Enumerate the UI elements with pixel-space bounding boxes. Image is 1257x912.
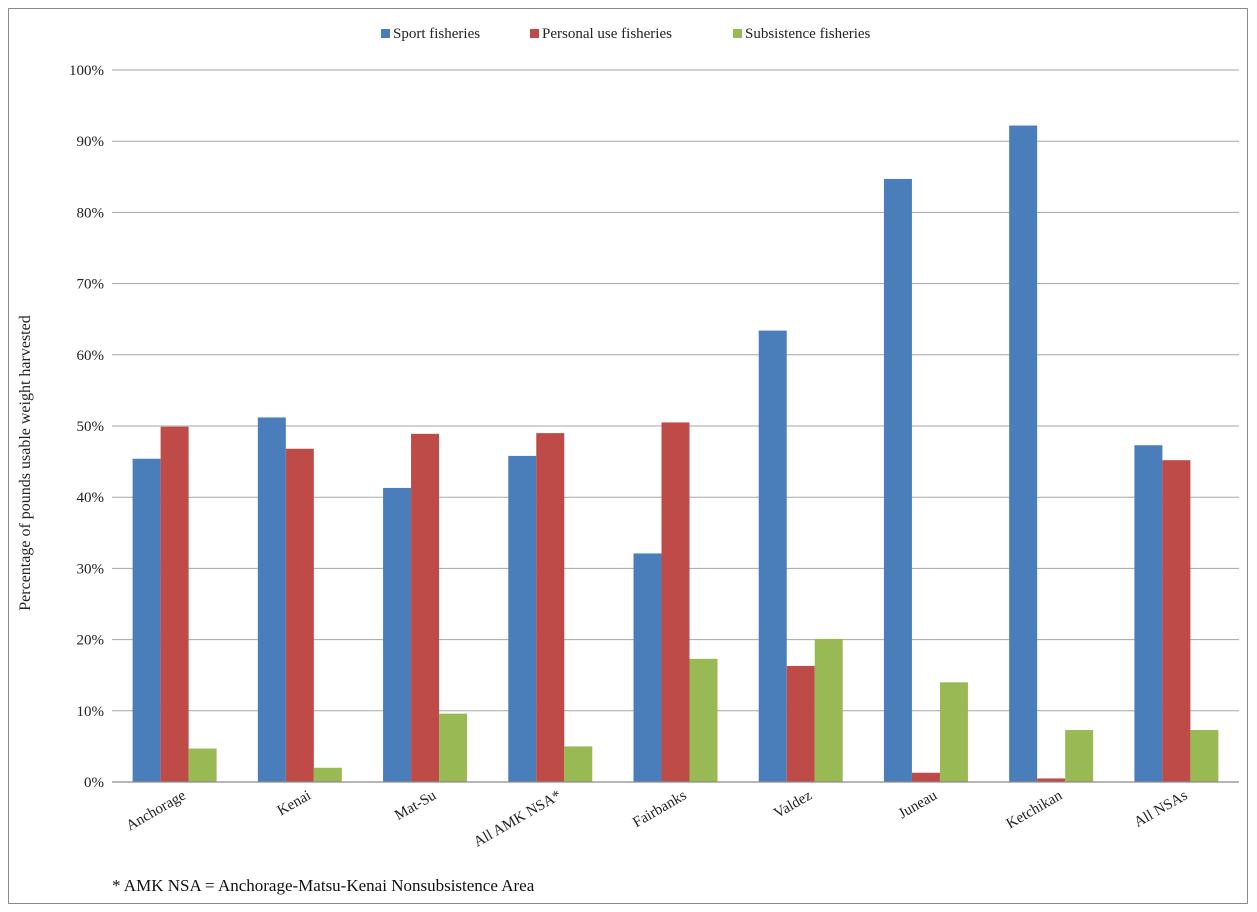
x-category-label: Juneau bbox=[896, 787, 941, 822]
y-axis-ticks: 0% 10% 20% 30% 40% 50% 60% 70% 80% 90% 100% bbox=[69, 63, 104, 791]
bar bbox=[911, 772, 940, 782]
bar bbox=[786, 665, 815, 782]
bar bbox=[257, 417, 286, 782]
bar bbox=[689, 658, 718, 782]
bar bbox=[564, 746, 593, 782]
legend-swatch bbox=[530, 29, 539, 38]
footnote: * AMK NSA = Anchorage-Matsu-Kenai Nonsub… bbox=[112, 876, 535, 895]
bar bbox=[536, 433, 565, 782]
legend-label: Sport fisheries bbox=[393, 26, 480, 42]
y-tick-label: 10% bbox=[77, 704, 105, 720]
bar bbox=[1190, 730, 1219, 782]
bar bbox=[508, 455, 537, 782]
y-tick-label: 70% bbox=[77, 277, 105, 293]
x-axis-categories: Anchorage Kenai Mat-Su All AMK NSA* Fairbank… bbox=[124, 787, 1191, 850]
y-tick-label: 90% bbox=[77, 134, 105, 150]
y-tick-label: 80% bbox=[77, 205, 105, 221]
bar bbox=[758, 330, 787, 782]
bar bbox=[939, 682, 968, 782]
bar bbox=[661, 422, 690, 782]
bar bbox=[1037, 778, 1066, 782]
bar bbox=[439, 713, 468, 782]
y-tick-label: 100% bbox=[69, 63, 104, 79]
x-category-label: Kenai bbox=[275, 788, 314, 820]
legend-label: Subsistence fisheries bbox=[745, 26, 871, 42]
bar bbox=[188, 748, 217, 782]
bar bbox=[1009, 125, 1038, 782]
bar bbox=[1162, 460, 1191, 782]
x-category-label: All NSAs bbox=[1131, 788, 1190, 831]
y-tick-label: 40% bbox=[77, 490, 105, 506]
x-category-label: All AMK NSA* bbox=[471, 788, 564, 851]
y-tick-label: 30% bbox=[77, 561, 105, 577]
bar bbox=[633, 553, 662, 782]
y-tick-label: 0% bbox=[84, 775, 104, 791]
bar bbox=[313, 767, 342, 782]
y-tick-label: 60% bbox=[77, 348, 105, 364]
bar bbox=[160, 426, 189, 782]
bars bbox=[132, 125, 1219, 782]
bar bbox=[1065, 730, 1094, 782]
x-category-label: Ketchikan bbox=[1004, 787, 1066, 832]
bar bbox=[1134, 445, 1163, 782]
bar bbox=[411, 433, 440, 782]
x-category-label: Valdez bbox=[771, 787, 815, 821]
y-tick-label: 20% bbox=[77, 633, 105, 649]
y-tick-label: 50% bbox=[77, 419, 105, 435]
legend: Sport fisheries Personal use fisheries Sub… bbox=[381, 26, 871, 42]
legend-swatch bbox=[733, 29, 742, 38]
x-category-label: Fairbanks bbox=[630, 788, 689, 832]
x-category-label: Anchorage bbox=[124, 787, 189, 834]
bar bbox=[383, 487, 412, 782]
x-category-label: Mat-Su bbox=[392, 787, 439, 824]
legend-swatch bbox=[381, 29, 390, 38]
bar bbox=[883, 178, 912, 782]
bar bbox=[814, 638, 843, 782]
y-axis-label: Percentage of pounds usable weight harve… bbox=[17, 315, 34, 610]
bar bbox=[285, 448, 314, 782]
legend-label: Personal use fisheries bbox=[542, 26, 672, 42]
bar bbox=[132, 458, 161, 782]
